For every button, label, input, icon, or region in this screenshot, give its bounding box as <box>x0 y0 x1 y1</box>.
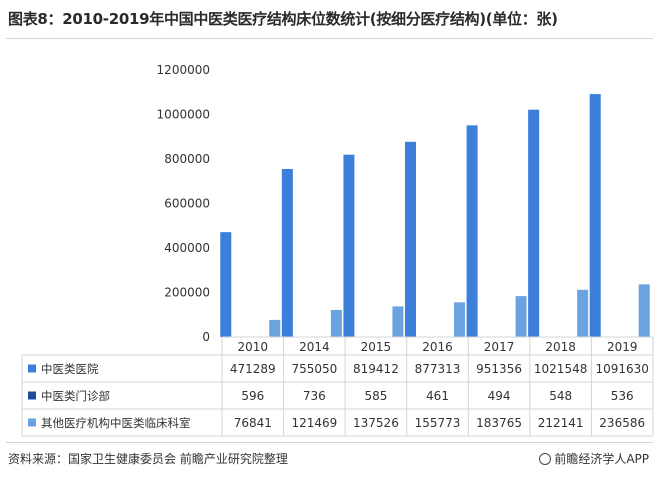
data-label: 461 <box>426 389 449 403</box>
data-label: 471289 <box>230 362 276 376</box>
data-label: 76841 <box>234 416 272 430</box>
x-tick-label: 2014 <box>299 340 330 354</box>
data-label: 755050 <box>291 362 337 376</box>
bar-1-2015 <box>343 154 355 337</box>
data-label: 183765 <box>476 416 522 430</box>
legend-label-3: 其他医疗机构中医类临床科室 <box>41 416 191 430</box>
brand-logo-icon <box>539 453 552 465</box>
data-label: 121469 <box>291 416 337 430</box>
bar-3-2017 <box>515 296 527 337</box>
data-label: 155773 <box>415 416 461 430</box>
data-label: 951356 <box>476 362 522 376</box>
data-label: 494 <box>488 389 511 403</box>
bar-3-2018 <box>577 289 589 337</box>
x-tick-label: 2017 <box>484 340 515 354</box>
y-tick-label: 1200000 <box>157 63 210 77</box>
y-tick-label: 0 <box>202 330 210 344</box>
y-tick-label: 1000000 <box>157 108 210 122</box>
bar-3-2019 <box>638 284 650 337</box>
data-label: 1021548 <box>534 362 587 376</box>
legend-label-2: 中医类门诊部 <box>41 389 110 403</box>
brand-credit: 前瞻经济学人APP <box>539 450 649 467</box>
y-tick-label: 800000 <box>164 152 210 166</box>
y-tick-label: 600000 <box>164 197 210 211</box>
data-label: 819412 <box>353 362 399 376</box>
data-label: 1091630 <box>595 362 648 376</box>
chart-title: 图表8：2010-2019年中国中医类医疗结构床位数统计(按细分医疗结构)(单位… <box>8 10 558 28</box>
legend-swatch-2 <box>28 391 36 400</box>
bar-1-2010 <box>220 232 232 337</box>
legend-swatch-3 <box>28 418 36 427</box>
data-label: 212141 <box>538 416 584 430</box>
data-label: 236586 <box>599 416 645 430</box>
data-label: 877313 <box>415 362 461 376</box>
x-tick-label: 2016 <box>422 340 453 354</box>
bar-1-2018 <box>528 109 540 337</box>
bar-3-2010 <box>269 319 281 337</box>
bar-3-2016 <box>454 302 465 337</box>
footer-divider <box>6 442 653 443</box>
bar-3-2015 <box>392 306 404 337</box>
data-label: 585 <box>364 389 387 403</box>
data-label: 736 <box>303 389 326 403</box>
y-tick-label: 200000 <box>164 286 210 300</box>
bar-3-2014 <box>330 309 342 337</box>
bar-1-2017 <box>466 125 478 337</box>
x-tick-label: 2010 <box>238 340 269 354</box>
data-label: 596 <box>241 389 264 403</box>
source-note: 资料来源：国家卫生健康委员会 前瞻产业研究院整理 <box>8 452 288 466</box>
legend-swatch-1 <box>28 364 36 373</box>
title-divider <box>6 38 653 39</box>
x-tick-label: 2018 <box>545 340 576 354</box>
y-tick-label: 400000 <box>164 241 210 255</box>
bar-1-2016 <box>405 141 416 337</box>
data-label: 137526 <box>353 416 399 430</box>
bar-1-2019 <box>589 94 601 337</box>
data-label: 536 <box>611 389 634 403</box>
x-tick-label: 2019 <box>607 340 638 354</box>
brand-name: 前瞻经济学人APP <box>554 452 649 466</box>
bar-1-2014 <box>281 169 293 337</box>
x-tick-label: 2015 <box>361 340 392 354</box>
bar-chart: 0 200000 400000 600000 800000 1000000 1200000 2… <box>21 63 654 437</box>
data-label: 548 <box>549 389 572 403</box>
legend-label-1: 中医类医院 <box>41 362 99 376</box>
